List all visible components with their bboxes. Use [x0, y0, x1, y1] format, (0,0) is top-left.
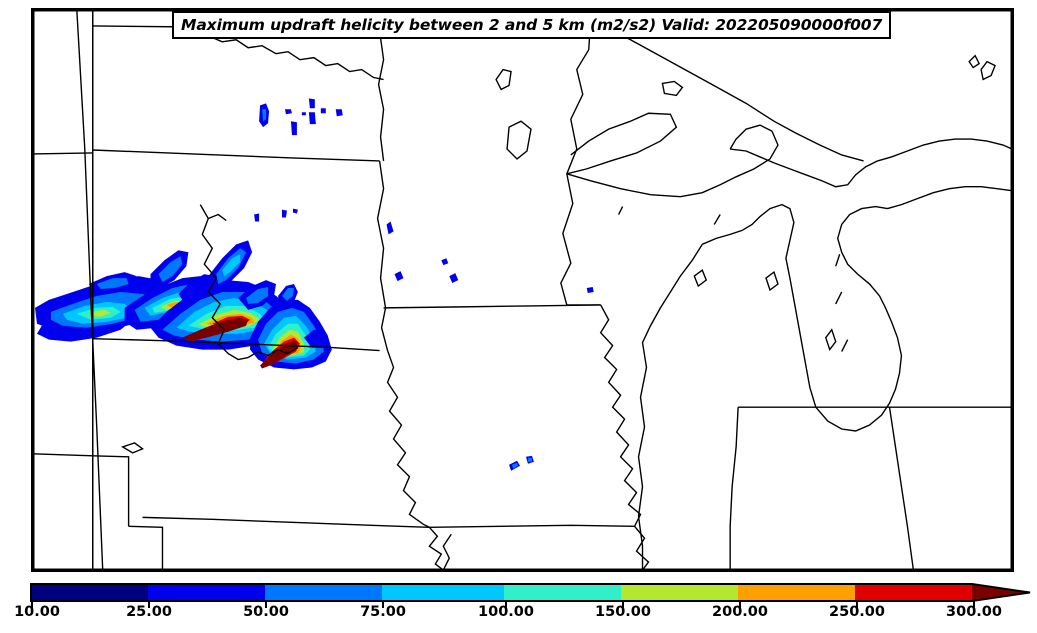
colorbar-tick-25 [148, 601, 150, 608]
colorbar-label-300: 300.00 [946, 604, 1002, 620]
colorbar-label-50: 50.00 [243, 604, 289, 620]
colorbar-tick-100 [505, 601, 507, 608]
colorbar-label-10: 10.00 [14, 604, 60, 620]
colorbar-extend-arrow [972, 584, 1030, 601]
colorbar-segment-150-200 [621, 584, 738, 601]
uh-swath-field [34, 98, 594, 471]
political-borders [33, 10, 1012, 570]
colorbar-segment-200-250 [738, 584, 855, 601]
colorbar-label-75: 75.00 [360, 604, 406, 620]
colorbar-label-250: 250.00 [829, 604, 885, 620]
colorbar-label-100: 100.00 [478, 604, 534, 620]
uh-swath-central-west [124, 250, 215, 330]
colorbar-gradient [30, 583, 1031, 602]
plot-title-box: Maximum updraft helicity between 2 and 5… [172, 11, 892, 39]
colorbar-segment-25-50 [148, 584, 265, 601]
colorbar-segment-50-75 [265, 584, 382, 601]
uh-cells-north-dakota [254, 98, 343, 222]
colorbar-tick-200 [739, 601, 741, 608]
plot-title-text: Maximum updraft helicity between 2 and 5… [181, 16, 883, 34]
colorbar-tick-150 [622, 601, 624, 608]
colorbar-segment-250-300 [855, 584, 972, 601]
map-geography [33, 10, 1012, 570]
colorbar-tick-250 [856, 601, 858, 608]
colorbar-segment-10-25 [31, 584, 148, 601]
map-plot-area [31, 8, 1014, 572]
colorbar-outline [30, 583, 1031, 602]
colorbar-label-150: 150.00 [595, 604, 651, 620]
colorbar-segments [31, 584, 1030, 601]
colorbar-tick-labels: 10.00 25.00 50.00 75.00 100.00 150.00 20… [0, 604, 1037, 624]
colorbar-tick-50 [265, 601, 267, 608]
colorbar-segment-75-100 [382, 584, 504, 601]
colorbar-segment-100-150 [504, 584, 621, 601]
colorbar-tick-75 [382, 601, 384, 608]
uh-cells-iowa [386, 221, 594, 471]
colorbar-label-25: 25.00 [126, 604, 172, 620]
colorbar-tick-10 [31, 601, 33, 608]
colorbar-tick-300 [973, 601, 975, 608]
colorbar [30, 583, 1031, 602]
colorbar-label-200: 200.00 [712, 604, 768, 620]
